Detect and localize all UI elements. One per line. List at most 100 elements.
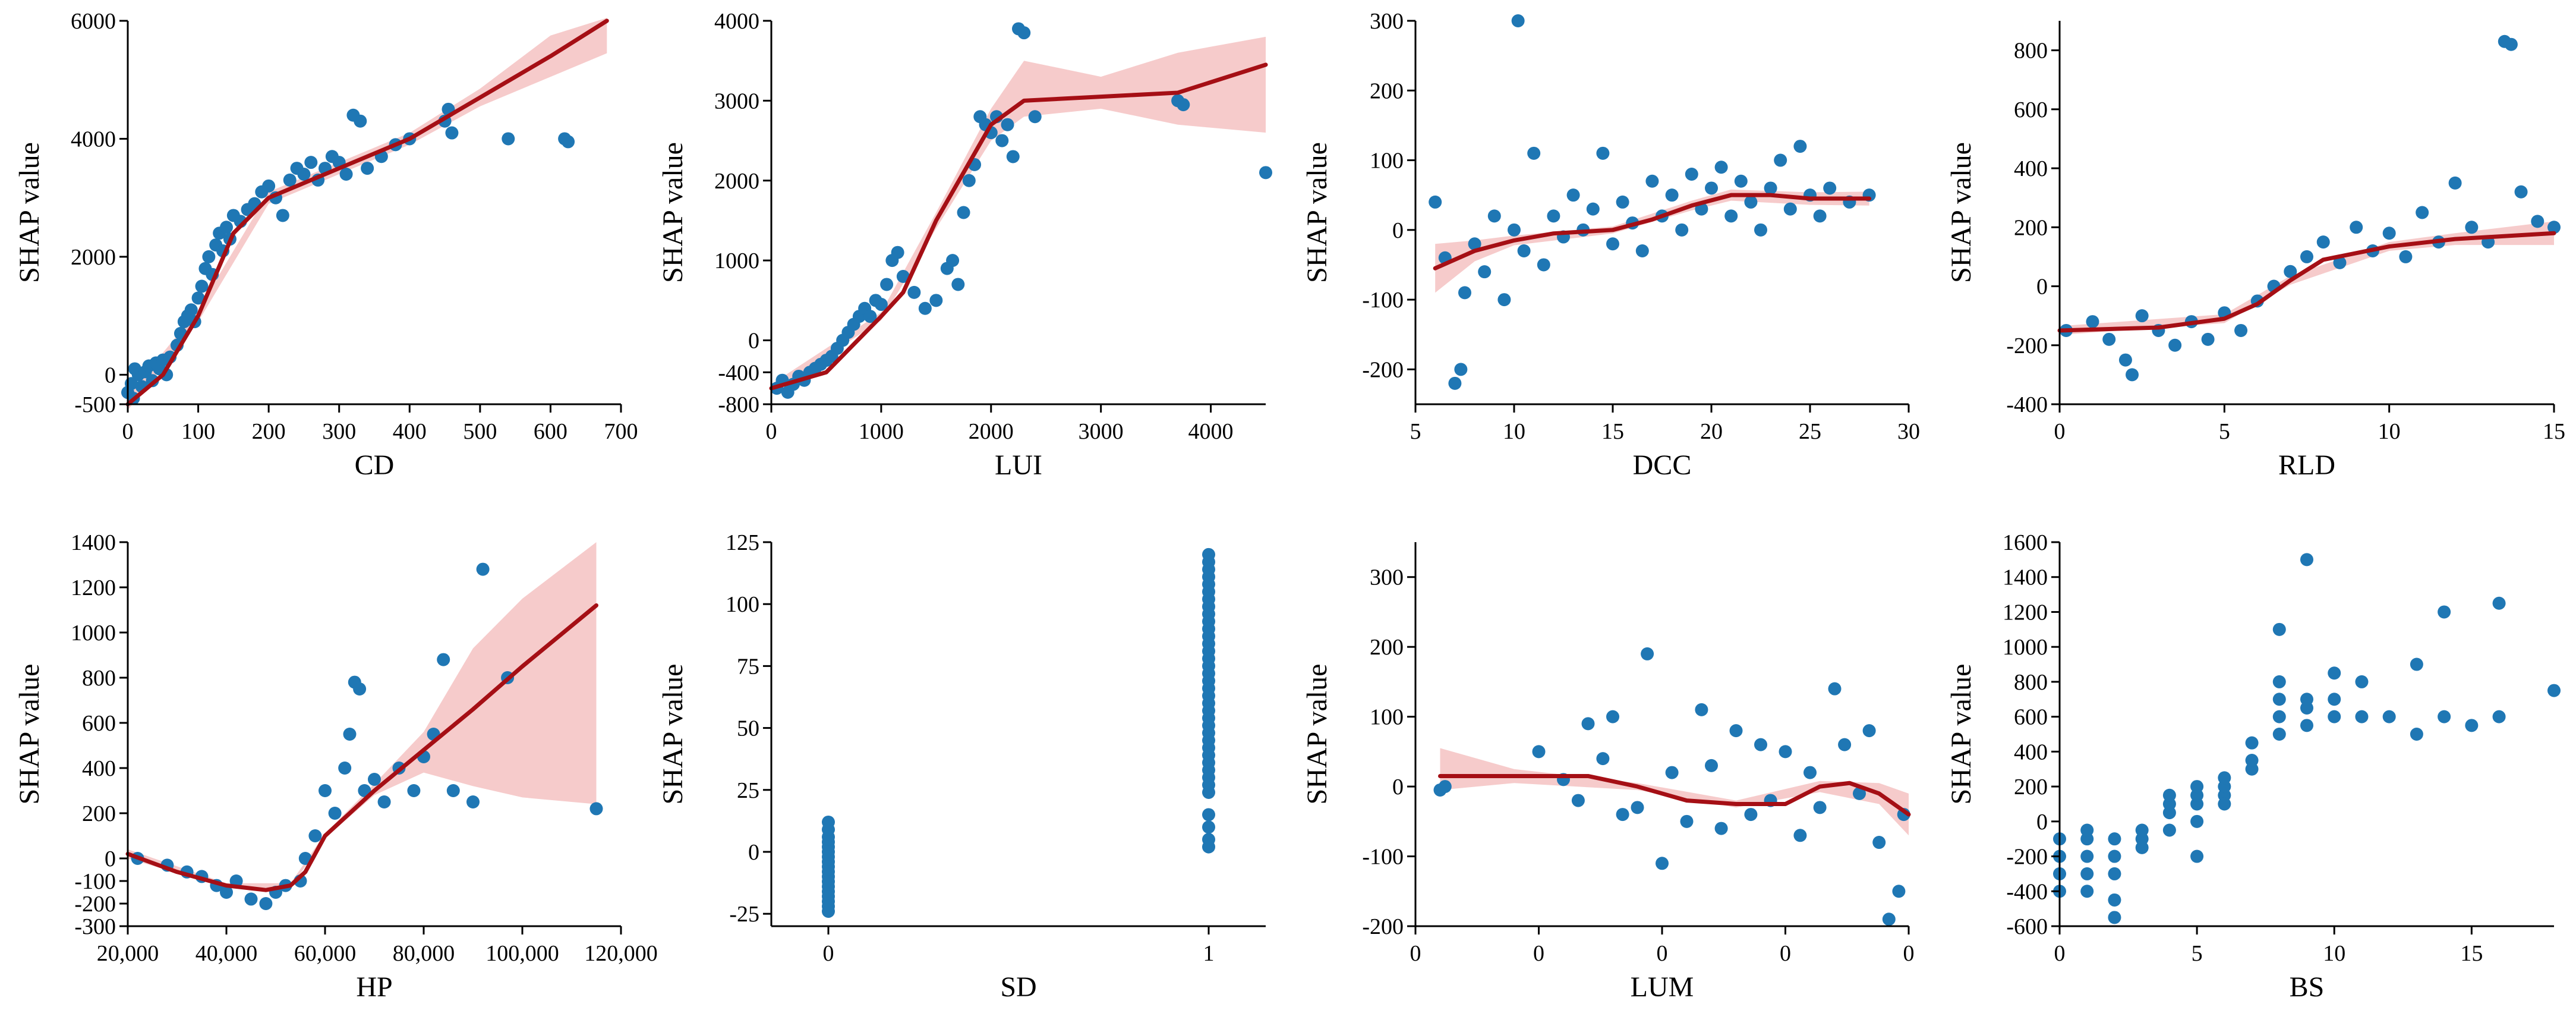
scatter-point bbox=[2514, 185, 2528, 199]
scatter-point bbox=[338, 762, 352, 775]
scatter-point bbox=[361, 162, 374, 175]
x-tick-label: 300 bbox=[322, 419, 356, 444]
scatter-point bbox=[1006, 150, 1020, 163]
scatter-point bbox=[2080, 849, 2094, 863]
scatter-point bbox=[1508, 223, 1521, 237]
scatter-point bbox=[476, 562, 490, 576]
scatter-point bbox=[2465, 719, 2479, 732]
scatter-point bbox=[2492, 710, 2506, 723]
scatter-point bbox=[2218, 771, 2231, 785]
y-tick-label: 1200 bbox=[2003, 600, 2048, 625]
scatter-point bbox=[880, 278, 894, 291]
scatter-point bbox=[929, 294, 943, 307]
scatter-point bbox=[1803, 766, 1817, 779]
scatter-point bbox=[1823, 181, 1837, 195]
scatter-point bbox=[957, 206, 970, 219]
scatter-point bbox=[1468, 237, 1481, 251]
x-axis-title: LUM bbox=[1631, 971, 1694, 1003]
scatter-point bbox=[1705, 759, 1718, 772]
y-axis-title: SHAP value bbox=[1946, 664, 1977, 805]
scatter-point bbox=[354, 114, 367, 128]
x-tick-label: 15 bbox=[2460, 941, 2483, 966]
scatter-point bbox=[319, 784, 332, 797]
scatter-point bbox=[1202, 820, 1215, 834]
chart-panel-dcc: 5 10 15 20 25 30 -200 -100 0 100 200 300 DCC SHAP val… bbox=[1301, 9, 1920, 481]
scatter-point bbox=[1596, 752, 1610, 766]
scatter-point bbox=[1793, 140, 1807, 153]
scatter-point bbox=[995, 134, 1009, 147]
scatter-point bbox=[343, 728, 357, 741]
scatter-point bbox=[1606, 710, 1619, 723]
scatter-point bbox=[1202, 785, 1215, 799]
scatter-point bbox=[2080, 885, 2094, 898]
x-tick-label: 20,000 bbox=[97, 941, 159, 966]
chart-panel-lui: 0 1000 2000 3000 4000 -800 -400 0 1000 2000 3000 40… bbox=[657, 9, 1272, 481]
y-tick-label: -100 bbox=[1362, 288, 1404, 313]
y-tick-label: 600 bbox=[2014, 705, 2048, 730]
x-tick-label: 0 bbox=[766, 419, 777, 444]
y-tick-label: 400 bbox=[2014, 740, 2048, 764]
scatter-point bbox=[353, 682, 367, 696]
scatter-point bbox=[2108, 832, 2121, 846]
y-tick-label: 600 bbox=[2014, 97, 2048, 122]
scatter-point bbox=[445, 126, 459, 140]
scatter-point bbox=[2272, 622, 2286, 636]
scatter-point bbox=[195, 279, 209, 293]
y-tick-label: 0 bbox=[748, 840, 759, 865]
y-tick-label: -800 bbox=[718, 392, 759, 417]
scatter-point bbox=[466, 795, 480, 808]
scatter-point bbox=[2504, 37, 2518, 51]
scatter-point bbox=[2080, 823, 2094, 837]
x-axis-title: HP bbox=[356, 971, 392, 1003]
x-tick-label: 100 bbox=[181, 419, 215, 444]
y-tick-label: 800 bbox=[82, 666, 116, 691]
scatter-point bbox=[220, 221, 233, 234]
x-tick-label: 15 bbox=[1601, 419, 1624, 444]
scatter-point bbox=[863, 310, 877, 323]
scatter-point bbox=[2190, 849, 2204, 863]
x-tick-label: 1000 bbox=[859, 419, 904, 444]
scatter-point bbox=[1838, 738, 1852, 751]
scatter-point bbox=[1744, 808, 1758, 822]
scatter-point bbox=[1429, 195, 1442, 209]
y-tick-label: 800 bbox=[2014, 39, 2048, 64]
scatter-point bbox=[2108, 867, 2121, 880]
y-tick-label: -200 bbox=[1362, 914, 1404, 939]
scatter-point bbox=[1606, 237, 1619, 251]
scatter-point bbox=[1616, 808, 1629, 822]
x-tick-label: 4000 bbox=[1188, 419, 1234, 444]
scatter-point bbox=[1596, 146, 1610, 160]
scatter-point bbox=[1656, 857, 1669, 870]
x-tick-label: 200 bbox=[252, 419, 286, 444]
x-tick-label: 0 bbox=[1780, 941, 1791, 966]
scatter-point bbox=[1511, 14, 1525, 27]
y-tick-label: 1000 bbox=[714, 248, 759, 273]
scatter-point bbox=[1454, 363, 1468, 376]
y-axis-title: SHAP value bbox=[14, 142, 45, 283]
y-tick-label: 2000 bbox=[71, 245, 116, 270]
scatter-point bbox=[2162, 823, 2176, 837]
y-axis-title: SHAP value bbox=[1301, 142, 1333, 283]
scatter-point bbox=[276, 209, 289, 222]
scatter-point bbox=[2108, 893, 2121, 907]
scatter-point bbox=[2328, 710, 2341, 723]
y-tick-label: -100 bbox=[74, 869, 116, 894]
scatter-point bbox=[896, 270, 910, 283]
scatter-point bbox=[2547, 684, 2561, 697]
y-tick-label: 0 bbox=[1392, 218, 1404, 243]
scatter-point bbox=[1872, 836, 1886, 849]
x-tick-label: 5 bbox=[2219, 419, 2230, 444]
scatter-point bbox=[377, 795, 391, 808]
scatter-point bbox=[191, 291, 205, 305]
trend-line bbox=[769, 62, 1268, 391]
scatter-point bbox=[1764, 181, 1777, 195]
scatter-point bbox=[1828, 682, 1842, 696]
scatter-point bbox=[184, 303, 198, 317]
x-tick-label: 0 bbox=[823, 941, 834, 966]
scatter-point bbox=[2168, 338, 2182, 352]
scatter-point bbox=[1438, 780, 1452, 794]
scatter-point bbox=[2245, 754, 2259, 767]
scatter-point bbox=[262, 179, 276, 193]
scatter-point bbox=[2126, 368, 2139, 382]
scatter-point bbox=[1571, 794, 1585, 807]
